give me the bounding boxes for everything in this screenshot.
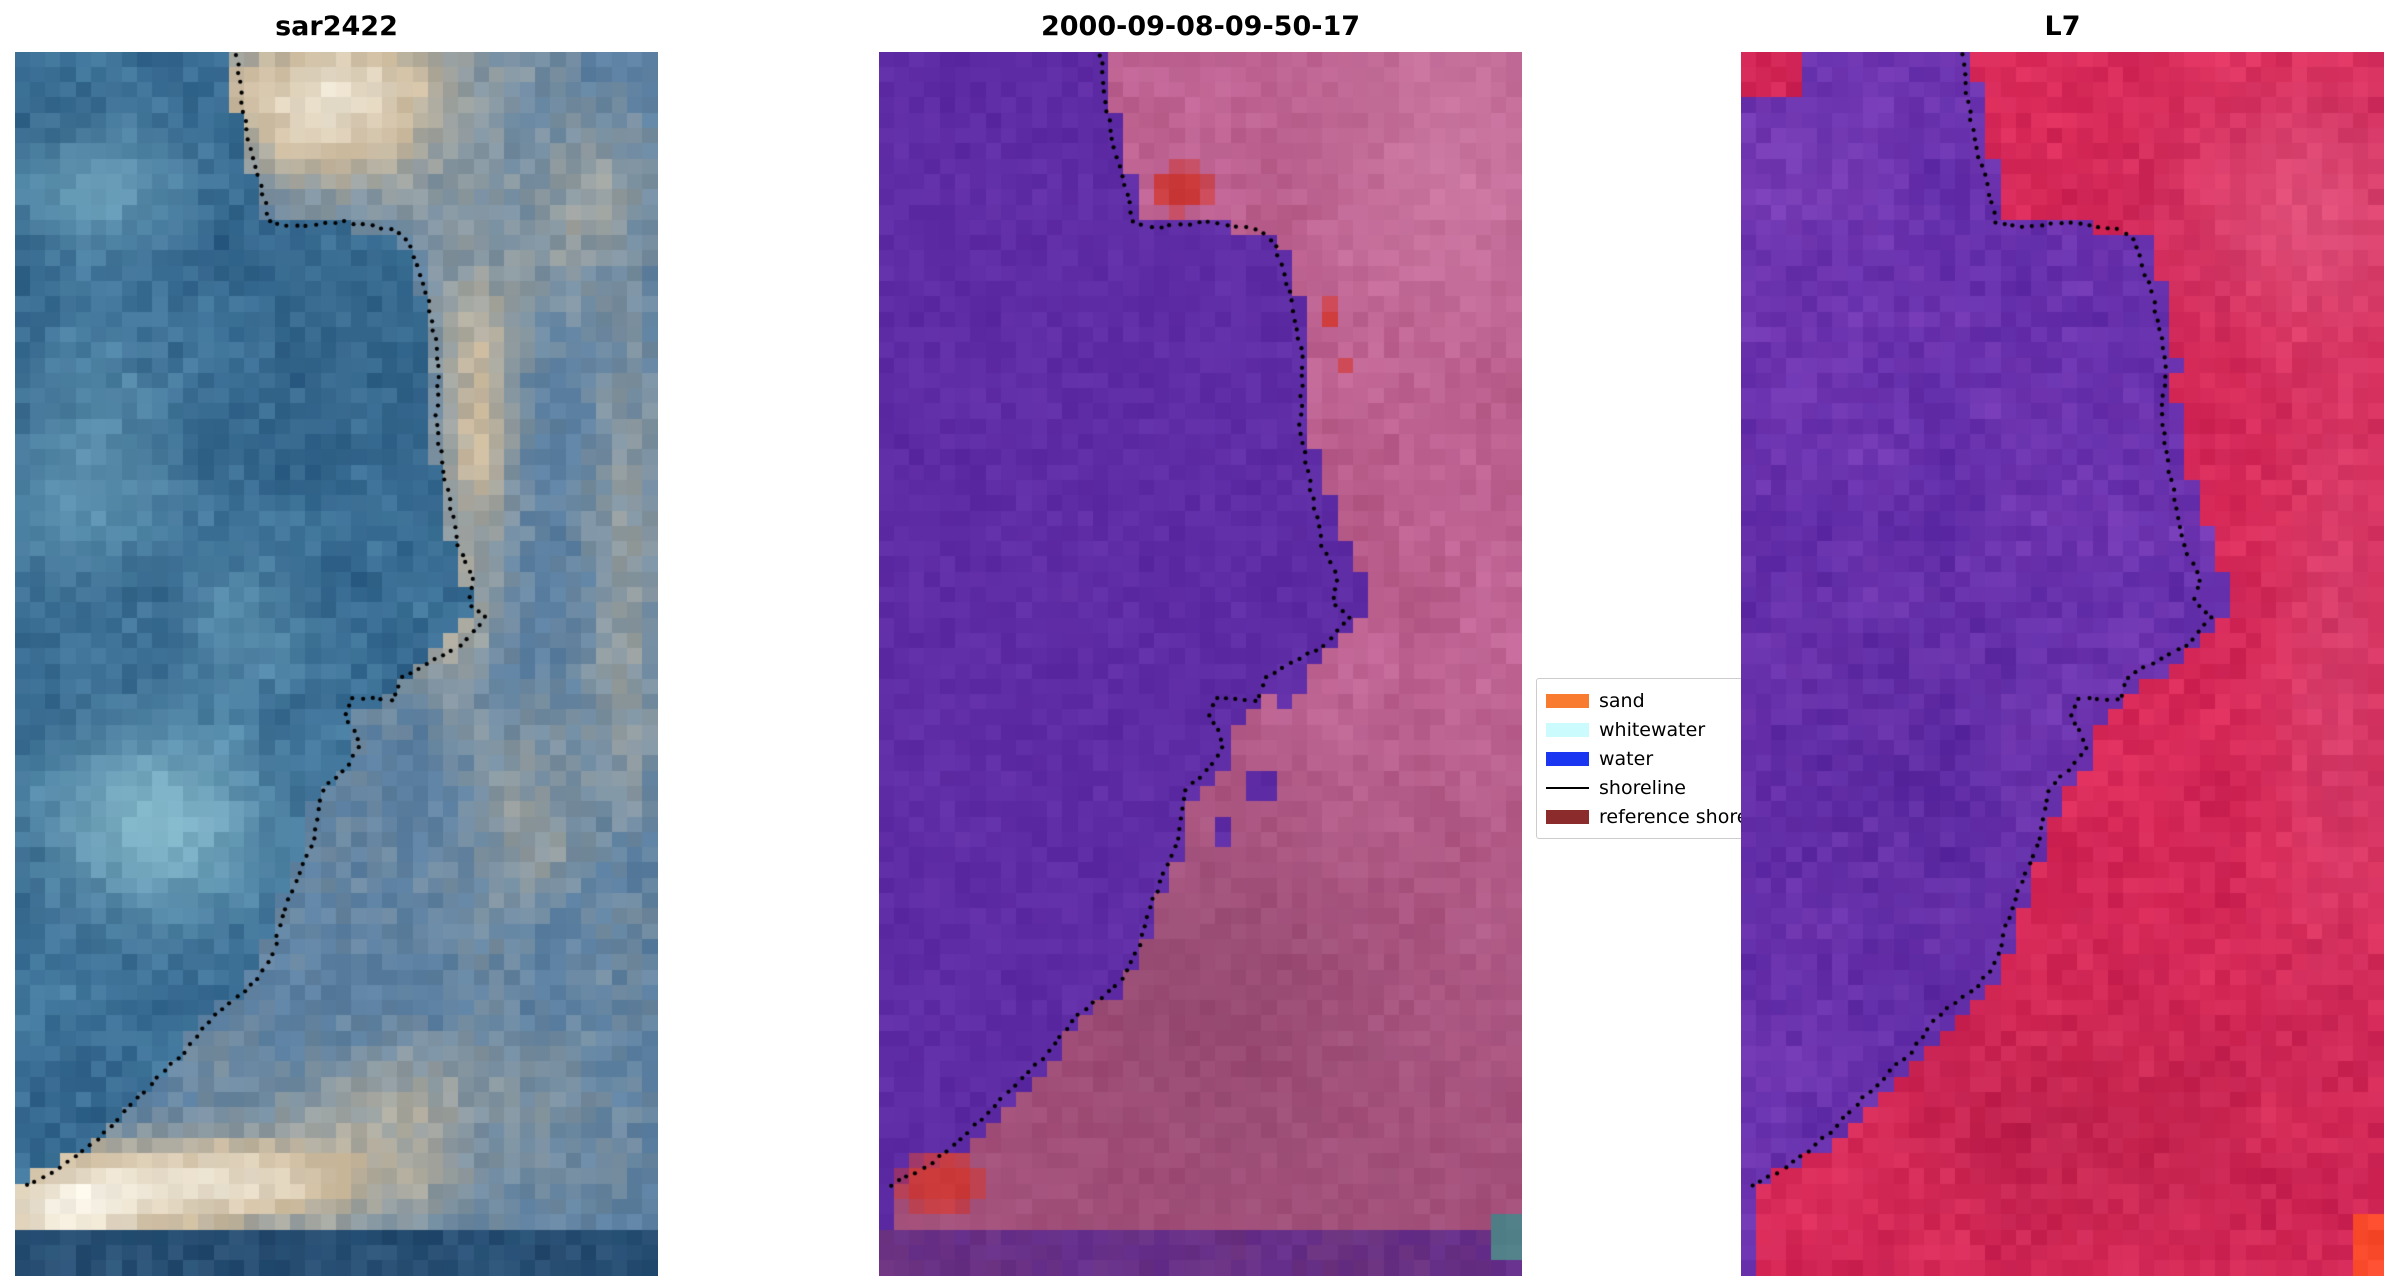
- legend-swatch-reference-shoreline: [1546, 809, 1589, 824]
- legend-label: shoreline: [1599, 776, 1686, 799]
- legend-item-sand: sand: [1546, 686, 1826, 715]
- panel-title-classified: 2000-09-08-09-50-17: [1040, 10, 1361, 42]
- panel-title-l7: L7: [2044, 10, 2081, 42]
- legend-swatch-shoreline: [1546, 786, 1589, 789]
- legend-item-water: water: [1546, 744, 1826, 773]
- panel-title-sar2422: sar2422: [275, 10, 398, 42]
- legend-label: reference shoreline: [1599, 805, 1783, 828]
- legend-item-whitewater: whitewater: [1546, 715, 1826, 744]
- legend-label: water: [1599, 747, 1654, 770]
- legend-swatch-whitewater: [1546, 722, 1589, 737]
- legend-label: whitewater: [1599, 718, 1706, 741]
- legend-label: sand: [1599, 689, 1645, 712]
- legend-swatch-sand: [1546, 693, 1589, 708]
- legend-item-reference-shoreline: reference shoreline: [1546, 802, 1826, 831]
- legend-item-shoreline: shoreline: [1546, 773, 1826, 802]
- classified-image: [879, 52, 1522, 1276]
- panel-classified: 2000-09-08-09-50-17: [879, 0, 1522, 1276]
- legend-swatch-water: [1546, 751, 1589, 766]
- sar2422-image: [15, 52, 658, 1276]
- panel-sar2422: sar2422: [15, 0, 658, 1276]
- l7-image: [1741, 52, 2384, 1276]
- panel-l7: L7: [1741, 0, 2384, 1276]
